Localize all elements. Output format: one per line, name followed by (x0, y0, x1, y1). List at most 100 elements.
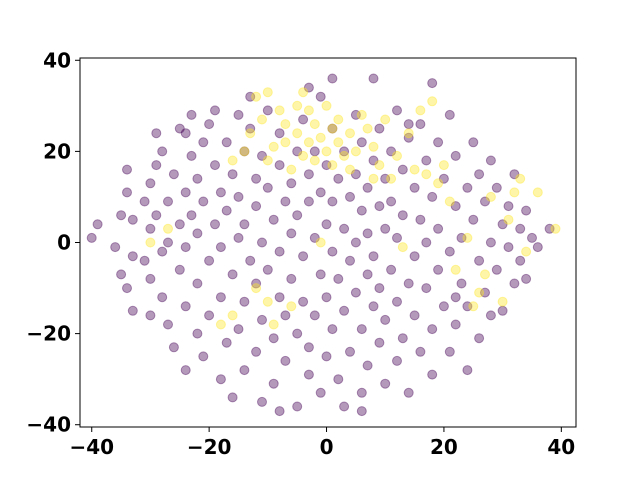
data-point (257, 237, 267, 248)
data-point (350, 237, 361, 248)
data-point (298, 296, 309, 307)
data-point (192, 278, 203, 289)
data-point (409, 164, 420, 175)
data-point (315, 387, 326, 398)
x-tick-label: −40 (69, 435, 114, 459)
data-point (374, 337, 385, 348)
data-point (180, 187, 191, 198)
data-point (122, 164, 132, 175)
data-point (497, 305, 508, 316)
data-point (204, 310, 215, 321)
data-point (274, 406, 285, 417)
data-point (321, 351, 332, 362)
data-point (303, 342, 314, 353)
data-point (386, 196, 397, 207)
data-point (480, 196, 490, 207)
data-point (503, 214, 514, 225)
data-point (468, 301, 479, 312)
data-point (474, 333, 485, 344)
data-point (286, 178, 297, 189)
data-point (174, 264, 185, 275)
data-point (415, 119, 426, 130)
data-point (362, 182, 373, 193)
data-point (509, 278, 520, 289)
data-point (227, 310, 238, 321)
data-point (397, 164, 408, 175)
data-point (527, 232, 537, 243)
data-point (392, 355, 402, 366)
x-tick-label: 0 (320, 435, 334, 459)
data-point (327, 73, 338, 84)
data-point (145, 223, 156, 234)
data-point (339, 150, 350, 161)
data-point (257, 314, 267, 325)
data-point (450, 264, 461, 275)
data-point (403, 278, 414, 289)
data-point (503, 201, 514, 212)
data-point (198, 137, 209, 148)
data-point (127, 251, 138, 262)
data-point (532, 187, 543, 198)
data-point (480, 269, 490, 280)
data-point (210, 105, 220, 116)
data-point (286, 301, 297, 312)
data-point (356, 137, 367, 148)
series-0 (86, 73, 555, 417)
data-point (468, 214, 479, 225)
data-point (327, 123, 338, 134)
data-point (180, 301, 191, 312)
data-point (427, 78, 438, 89)
data-point (227, 155, 238, 166)
data-point (345, 346, 355, 357)
data-point (163, 319, 173, 330)
data-point (122, 187, 132, 198)
data-point (368, 251, 379, 262)
data-point (333, 273, 344, 284)
data-point (356, 406, 367, 417)
data-point (274, 292, 285, 303)
data-point (292, 401, 303, 412)
data-point (210, 219, 220, 230)
data-point (292, 328, 303, 339)
data-point (116, 210, 127, 221)
data-point (433, 178, 444, 189)
data-point (268, 378, 279, 389)
data-point (480, 287, 490, 298)
data-point (92, 219, 103, 230)
data-point (356, 109, 367, 120)
data-point (292, 210, 303, 221)
data-point (192, 328, 203, 339)
data-point (368, 73, 379, 84)
y-tick-label: 0 (57, 231, 71, 255)
data-point (392, 105, 402, 116)
data-point (268, 214, 279, 225)
data-point (392, 296, 402, 307)
data-point (257, 114, 267, 125)
data-point (438, 173, 449, 184)
data-point (257, 150, 267, 161)
data-point (380, 378, 391, 389)
data-point (215, 319, 226, 330)
data-point (515, 223, 526, 234)
data-point (303, 105, 314, 116)
data-point (544, 223, 555, 234)
data-point (345, 255, 355, 266)
data-point (368, 155, 379, 166)
data-point (157, 146, 168, 157)
data-point (397, 333, 408, 344)
data-point (433, 223, 444, 234)
series-1 (145, 87, 561, 330)
data-point (286, 228, 297, 239)
data-point (450, 201, 461, 212)
data-point (409, 182, 420, 193)
data-point (409, 251, 420, 262)
data-point (356, 387, 367, 398)
data-point (532, 242, 543, 253)
data-point (315, 187, 326, 198)
data-point (362, 269, 373, 280)
data-point (433, 264, 444, 275)
data-point (374, 283, 385, 294)
data-point (415, 346, 426, 357)
data-point (380, 314, 391, 325)
data-point (303, 369, 314, 380)
